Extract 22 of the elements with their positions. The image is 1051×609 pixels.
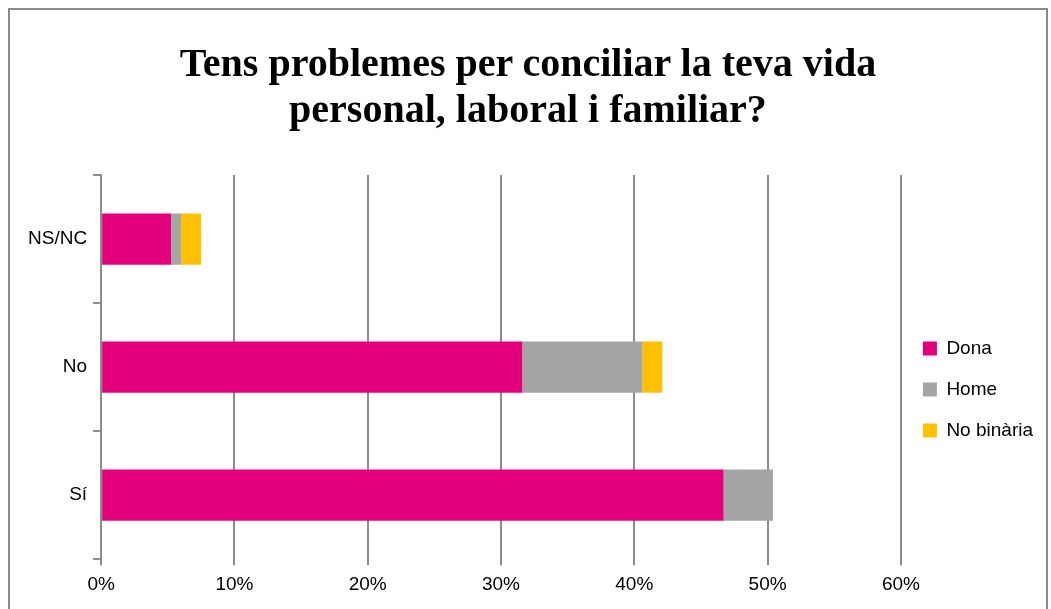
x-tick-label: 20% xyxy=(348,572,387,594)
y-tick-label: NS/NC xyxy=(27,227,88,249)
x-tick-label: 30% xyxy=(481,572,521,594)
bar xyxy=(102,469,724,521)
x-tick-label: 0% xyxy=(87,572,115,594)
bar xyxy=(723,469,773,521)
legend-label: No binària xyxy=(946,418,1034,440)
x-tick-label: 60% xyxy=(881,572,921,594)
bar xyxy=(102,213,172,265)
bar xyxy=(102,341,523,393)
x-tick-label: 50% xyxy=(748,572,787,594)
bar xyxy=(642,341,663,393)
y-tick-label: No xyxy=(62,355,88,377)
bar xyxy=(171,213,182,265)
x-tick-label: 10% xyxy=(215,572,254,594)
chart-title: Tens problemes per conciliar la teva vida personal, laboral i familiar? xyxy=(178,40,878,132)
bar xyxy=(181,213,202,265)
x-tick-label: 40% xyxy=(615,572,654,594)
y-tick-label: Sí xyxy=(69,483,88,505)
legend-label: Dona xyxy=(946,336,993,358)
legend-label: Home xyxy=(946,377,998,399)
bar xyxy=(522,341,643,393)
